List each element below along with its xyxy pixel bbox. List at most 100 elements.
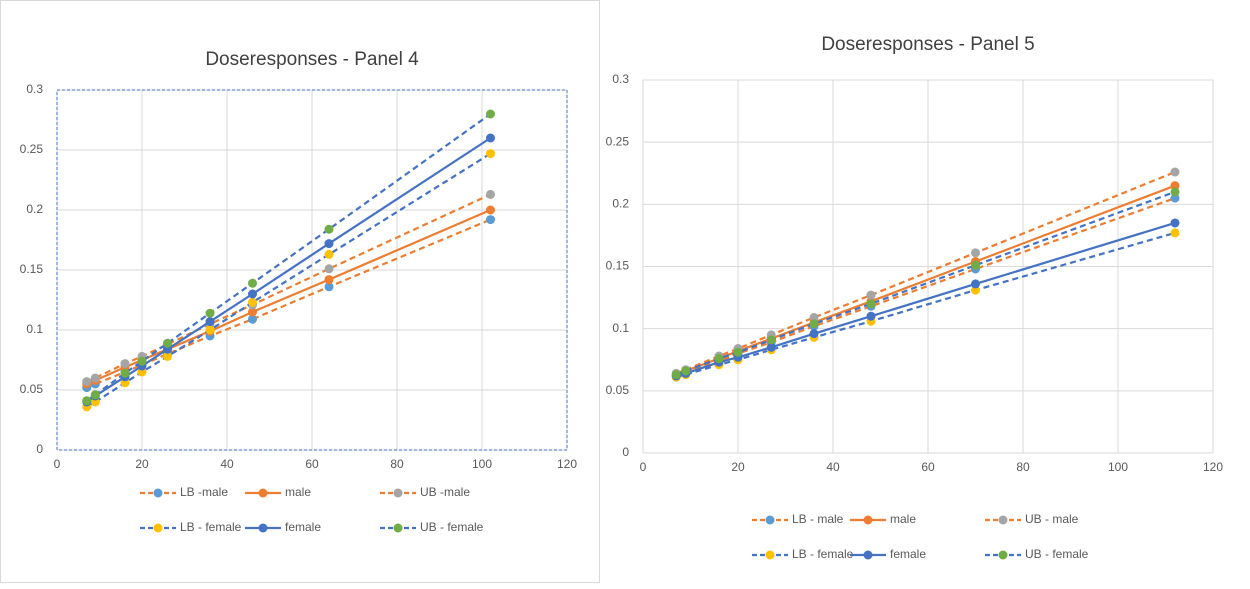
marker <box>733 347 743 357</box>
marker <box>205 325 215 335</box>
marker <box>1170 187 1180 197</box>
legend-label: LB - female <box>180 520 242 534</box>
legend-marker <box>393 523 403 533</box>
marker <box>866 290 876 300</box>
legend-label: UB - female <box>420 520 484 534</box>
y-tick-label: 0.25 <box>606 134 630 148</box>
legend-marker <box>153 523 163 533</box>
marker <box>486 133 495 143</box>
series-line <box>86 113 492 402</box>
marker <box>809 319 819 329</box>
y-tick-label: 0.2 <box>612 197 629 211</box>
legend-label: UB -male <box>420 485 470 499</box>
y-tick-label: 0.15 <box>606 259 630 273</box>
chart-title: Doseresponses - Panel 4 <box>205 49 419 70</box>
legend-label: male <box>890 512 916 526</box>
marker <box>866 311 876 321</box>
x-tick-label: 100 <box>1108 460 1128 474</box>
x-tick-label: 40 <box>220 457 234 471</box>
marker <box>809 329 819 339</box>
y-tick-label: 0 <box>36 442 43 456</box>
marker <box>90 373 100 383</box>
marker <box>766 335 776 345</box>
marker <box>82 377 92 387</box>
marker <box>324 275 334 285</box>
marker <box>486 149 495 159</box>
legend-marker <box>998 515 1008 525</box>
x-tick-label: 20 <box>135 457 149 471</box>
marker <box>486 109 495 119</box>
series-line <box>675 221 1176 377</box>
series-line <box>675 170 1176 375</box>
marker <box>1170 228 1180 238</box>
chart: Doseresponses - Panel 5 0 0.05 0.1 0.15 0.2 0.… <box>606 34 1224 561</box>
marker <box>324 239 334 249</box>
marker <box>866 299 876 309</box>
marker <box>714 354 724 364</box>
marker <box>971 248 980 258</box>
marker <box>1170 218 1180 228</box>
marker <box>971 279 980 289</box>
x-tick-label: 120 <box>1203 460 1223 474</box>
marker <box>671 370 681 380</box>
y-tick-label: 0.1 <box>612 321 629 335</box>
marker <box>163 351 172 361</box>
y-tick-label: 0.2 <box>26 202 43 216</box>
legend-marker <box>765 550 775 560</box>
marker <box>766 342 776 352</box>
marker <box>82 396 92 406</box>
marker <box>137 356 147 366</box>
x-tick-label: 0 <box>640 460 647 474</box>
y-tick-label: 0.05 <box>20 382 44 396</box>
marker <box>486 205 495 215</box>
marker <box>205 317 215 327</box>
x-tick-label: 60 <box>921 460 935 474</box>
series-line <box>675 197 1176 377</box>
x-tick-label: 60 <box>305 457 319 471</box>
legend-label: female <box>890 547 926 561</box>
marker <box>248 297 257 307</box>
marker <box>324 249 334 259</box>
x-tick-label: 80 <box>390 457 404 471</box>
marker <box>486 189 495 199</box>
marker <box>90 390 100 400</box>
y-tick-label: 0.1 <box>26 322 43 336</box>
legend-marker <box>863 550 873 560</box>
legend-marker <box>998 550 1008 560</box>
marker <box>486 215 495 225</box>
x-tick-label: 20 <box>731 460 745 474</box>
legend-marker <box>153 488 163 498</box>
marker <box>248 278 257 288</box>
plot-area-selection <box>56 89 568 451</box>
legend-label: LB -male <box>180 485 228 499</box>
marker <box>1170 167 1180 177</box>
legend-marker <box>863 515 873 525</box>
series-line <box>675 231 1176 379</box>
marker <box>1170 193 1180 203</box>
chart-title: Doseresponses - Panel 5 <box>821 34 1034 55</box>
marker <box>248 314 257 324</box>
marker <box>324 264 334 274</box>
marker <box>681 366 691 376</box>
y-tick-label: 0.15 <box>20 262 44 276</box>
marker <box>324 224 334 234</box>
y-tick-label: 0.05 <box>606 383 630 397</box>
marker <box>205 308 215 318</box>
x-tick-label: 120 <box>557 457 577 471</box>
chart: Doseresponses - Panel 4 0 0.05 0.1 0.15 0.2 0.… <box>20 49 578 534</box>
y-tick-label: 0.3 <box>26 82 43 96</box>
y-tick-label: 0 <box>622 445 629 459</box>
x-tick-label: 0 <box>54 457 61 471</box>
legend-marker <box>258 523 268 533</box>
marker <box>120 368 130 378</box>
legend-marker <box>765 515 775 525</box>
legend-marker <box>258 488 268 498</box>
x-tick-label: 40 <box>826 460 840 474</box>
legend-label: male <box>285 485 311 499</box>
legend-label: UB - female <box>1025 547 1089 561</box>
legend-label: female <box>285 520 321 534</box>
marker <box>324 282 334 292</box>
x-tick-label: 80 <box>1016 460 1030 474</box>
y-tick-label: 0.25 <box>20 142 44 156</box>
